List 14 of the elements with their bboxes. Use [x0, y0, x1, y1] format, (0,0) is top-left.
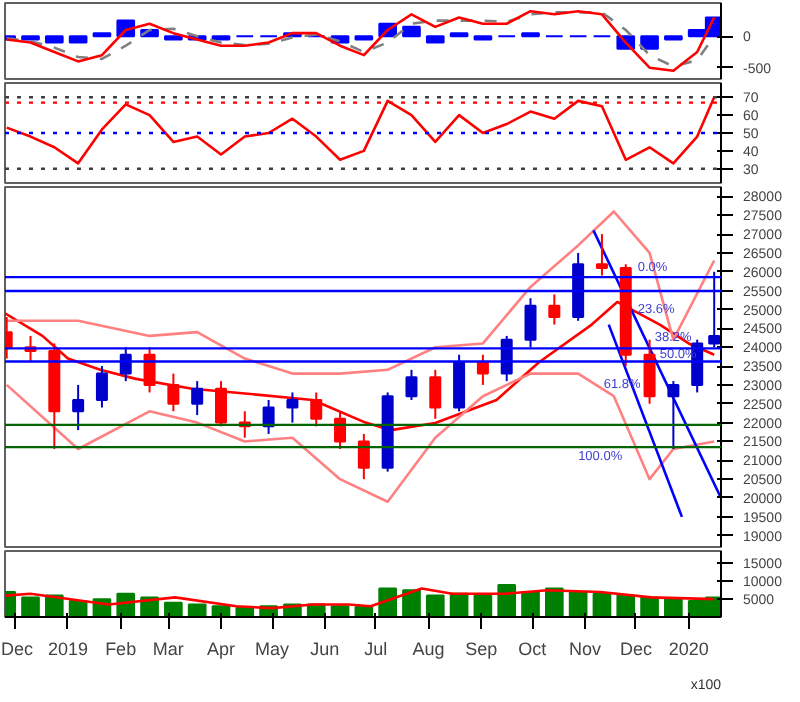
x-tick-label: Mar	[152, 639, 184, 659]
x-tick-label: Feb	[105, 639, 137, 659]
x-tick-label: Jul	[364, 639, 388, 659]
x-tick-label: 2019	[47, 639, 88, 659]
x-tick-label: Oct	[518, 639, 548, 659]
x-tick-label: May	[255, 639, 291, 659]
x-tick-label: Jun	[310, 639, 340, 659]
x-tick-label: 2020	[668, 639, 709, 659]
x-tick-label: Dec	[1, 639, 35, 659]
x-tick-label: Sep	[465, 639, 498, 659]
x-tick-label: Nov	[568, 639, 602, 659]
x-tick-label: Dec	[619, 639, 653, 659]
x-tick-label: Aug	[412, 639, 445, 659]
x-tick-label: Apr	[206, 639, 236, 659]
